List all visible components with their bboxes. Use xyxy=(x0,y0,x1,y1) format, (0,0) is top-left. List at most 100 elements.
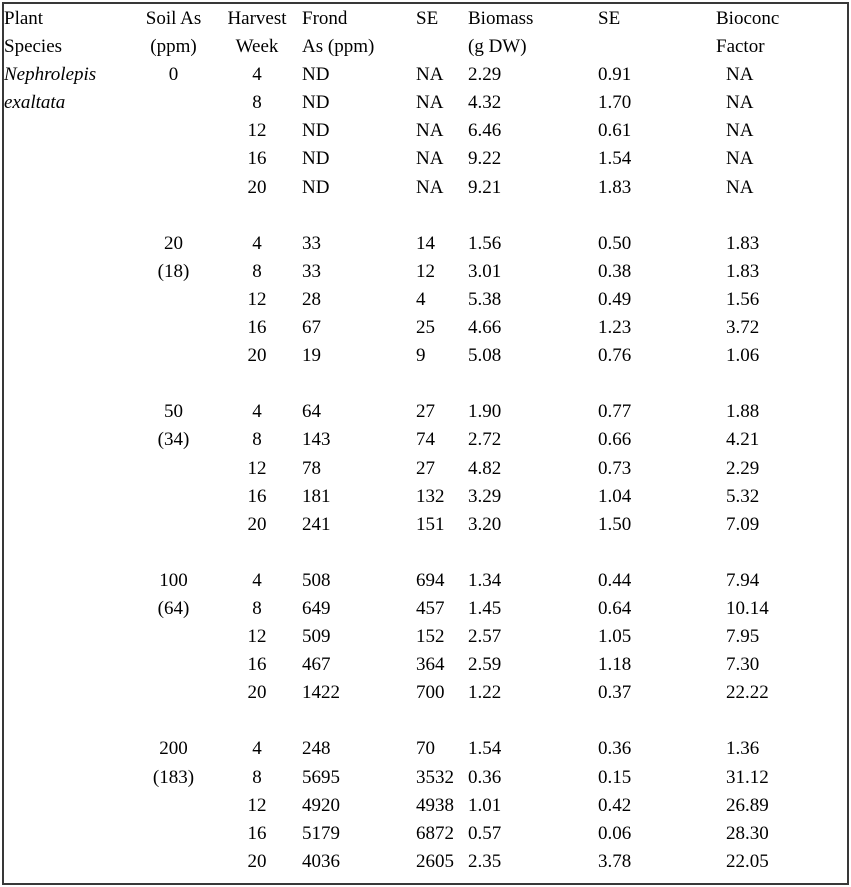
cell-biomass: 6.46 xyxy=(468,120,502,142)
cell-soil-as xyxy=(135,679,212,707)
cell-soil-as: 100 xyxy=(159,569,188,591)
table-header: Plant Soil As Harvest Frond SE Biomass S… xyxy=(4,5,847,61)
cell-soil-as: 200 xyxy=(159,738,188,760)
cell-biomass: 0.57 xyxy=(468,822,502,844)
cell-plant-species xyxy=(4,679,135,707)
cell-plant-species xyxy=(4,230,135,258)
cell-plant-species xyxy=(4,314,135,342)
cell-bioconc-factor: 22.22 xyxy=(726,682,769,704)
cell-biomass: 9.21 xyxy=(468,176,502,198)
cell-plant-species xyxy=(4,595,135,623)
header-row-line1: Plant Soil As Harvest Frond SE Biomass S… xyxy=(4,5,847,33)
cell-soil-as xyxy=(135,145,212,173)
cell-se-frond: 12 xyxy=(416,260,435,282)
cell-soil-as xyxy=(135,314,212,342)
cell-frond-as: 649 xyxy=(302,597,331,619)
cell-se-biomass: 0.76 xyxy=(598,345,632,367)
cell-biomass: 9.22 xyxy=(468,148,502,170)
cell-se-frond: 152 xyxy=(416,626,445,648)
cell-frond-as: 509 xyxy=(302,626,331,648)
cell-bioconc-factor: 7.94 xyxy=(726,569,760,591)
cell-bioconc-factor: 5.32 xyxy=(726,485,760,507)
cell-harvest-week: 8 xyxy=(252,260,262,282)
cell-se-biomass: 0.44 xyxy=(598,569,632,591)
cell-harvest-week: 20 xyxy=(247,850,267,872)
cell-plant-species xyxy=(4,483,135,511)
cell-frond-as: 4920 xyxy=(302,794,340,816)
cell-soil-as xyxy=(135,651,212,679)
cell-frond-as: 64 xyxy=(302,401,321,423)
cell-harvest-week: 8 xyxy=(252,597,262,619)
cell-harvest-week: 4 xyxy=(252,64,262,86)
cell-bioconc-factor: 7.30 xyxy=(726,654,760,676)
cell-biomass: 2.35 xyxy=(468,850,502,872)
cell-se-frond: NA xyxy=(416,64,444,86)
cell-harvest-week: 20 xyxy=(247,345,267,367)
cell-se-frond: 74 xyxy=(416,429,435,451)
cell-se-frond: NA xyxy=(416,176,444,198)
cell-bioconc-factor: 1.06 xyxy=(726,345,760,367)
cell-frond-as: 143 xyxy=(302,429,331,451)
cell-soil-as xyxy=(135,455,212,483)
cell-bioconc-factor: 7.95 xyxy=(726,626,760,648)
cell-frond-as: 19 xyxy=(302,345,321,367)
table-row: 200 4 248 70 1.54 0.36 1.36 xyxy=(4,735,847,763)
table-row: (18) 8 33 12 3.01 0.38 1.83 xyxy=(4,258,847,286)
cell-plant-species xyxy=(4,117,135,145)
cell-frond-as: 5179 xyxy=(302,822,340,844)
cell-plant-species xyxy=(4,342,135,370)
cell-se-frond: 364 xyxy=(416,654,445,676)
table-row: 12 ND NA 6.46 0.61 NA xyxy=(4,117,847,145)
cell-biomass: 5.38 xyxy=(468,288,502,310)
table-row: (34) 8 143 74 2.72 0.66 4.21 xyxy=(4,426,847,454)
cell-harvest-week: 12 xyxy=(247,457,267,479)
cell-frond-as: 33 xyxy=(302,260,321,282)
cell-se-frond: 694 xyxy=(416,569,445,591)
cell-harvest-week: 16 xyxy=(247,148,267,170)
cell-biomass: 1.34 xyxy=(468,569,502,591)
cell-biomass: 1.45 xyxy=(468,597,502,619)
cell-se-frond: 14 xyxy=(416,232,435,254)
cell-se-biomass: 0.15 xyxy=(598,766,632,788)
cell-bioconc-factor: 22.05 xyxy=(726,850,769,872)
cell-biomass: 2.29 xyxy=(468,64,502,86)
header-harvest-week-line1: Harvest xyxy=(227,8,287,29)
header-biomass-line2: (g DW) xyxy=(468,36,527,58)
cell-harvest-week: 16 xyxy=(247,822,267,844)
cell-harvest-week: 4 xyxy=(252,738,262,760)
cell-soil-as xyxy=(135,342,212,370)
table-row: 100 4 508 694 1.34 0.44 7.94 xyxy=(4,567,847,595)
cell-plant-species xyxy=(4,735,135,763)
cell-biomass: 1.56 xyxy=(468,232,502,254)
header-soil-as-line2: (ppm) xyxy=(150,36,197,58)
cell-se-frond: 25 xyxy=(416,317,435,339)
cell-frond-as: 241 xyxy=(302,513,331,535)
group-spacer-row xyxy=(4,370,847,398)
cell-se-frond: 27 xyxy=(416,401,435,423)
cell-se-biomass: 0.06 xyxy=(598,822,632,844)
header-se-frond-line1: SE xyxy=(416,8,439,29)
cell-soil-as: (64) xyxy=(157,597,190,619)
cell-harvest-week: 8 xyxy=(252,766,262,788)
cell-frond-as: 467 xyxy=(302,654,331,676)
cell-soil-as xyxy=(135,483,212,511)
cell-bioconc-factor: 1.88 xyxy=(726,401,760,423)
table-row: 20 ND NA 9.21 1.83 NA xyxy=(4,174,847,202)
cell-plant-species xyxy=(4,848,135,876)
cell-harvest-week: 4 xyxy=(252,401,262,423)
cell-biomass: 3.01 xyxy=(468,260,502,282)
cell-se-biomass: 0.66 xyxy=(598,429,632,451)
header-se-biomass-line2 xyxy=(598,33,712,61)
cell-se-biomass: 1.54 xyxy=(598,148,632,170)
cell-harvest-week: 8 xyxy=(252,429,262,451)
cell-frond-as: ND xyxy=(302,120,330,142)
cell-bioconc-factor: NA xyxy=(726,176,754,198)
arsenic-uptake-table: Plant Soil As Harvest Frond SE Biomass S… xyxy=(4,5,847,876)
table-row: 16 467 364 2.59 1.18 7.30 xyxy=(4,651,847,679)
cell-frond-as: 78 xyxy=(302,457,321,479)
cell-harvest-week: 12 xyxy=(247,626,267,648)
cell-frond-as: 67 xyxy=(302,317,321,339)
cell-soil-as xyxy=(135,511,212,539)
cell-harvest-week: 4 xyxy=(252,569,262,591)
